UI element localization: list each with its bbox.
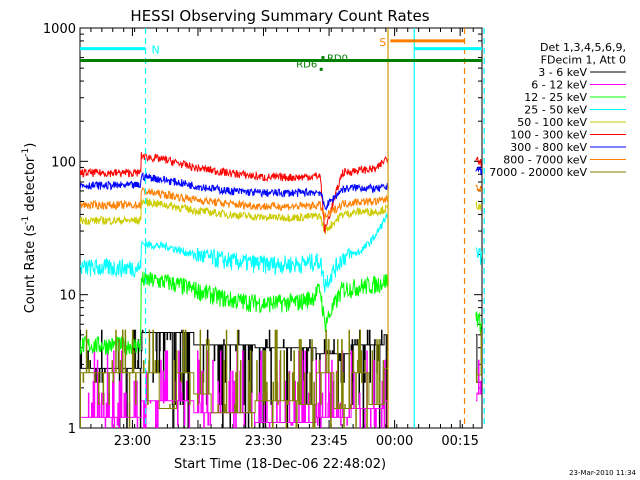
x-tick-label: 23:15	[179, 434, 216, 449]
y-tick-label: 100	[51, 155, 76, 170]
annotation-point-label: RD0	[327, 54, 348, 65]
series-line-8	[80, 329, 482, 428]
y-axis-label-part: )	[23, 143, 38, 148]
y-tick-label: 1000	[43, 22, 76, 37]
y-axis-label-exponent: -1	[21, 148, 31, 157]
annotation-bar-label: S	[379, 36, 386, 49]
legend-label: 12 - 25 keV	[524, 91, 587, 104]
y-tick-label: 1	[68, 422, 76, 437]
annotation-bar-label: N	[152, 44, 160, 57]
legend-label: 6 - 12 keV	[531, 79, 587, 92]
annotation-point	[321, 56, 325, 60]
timestamp: 23-Mar-2010 11:34	[569, 469, 636, 477]
plot-frame	[79, 27, 483, 429]
y-tick-label: 10	[59, 289, 76, 304]
legend-label: 800 - 7000 keV	[503, 154, 587, 167]
annotation-point	[319, 67, 323, 71]
chart-title: HESSI Observing Summary Count Rates	[130, 7, 429, 25]
x-axis-label: Start Time (18-Dec-06 22:48:02)	[174, 457, 386, 472]
legend-label: 50 - 100 keV	[517, 116, 587, 129]
series-line-6	[80, 166, 482, 211]
series-line-7	[80, 184, 482, 220]
x-tick-label: 23:45	[310, 434, 347, 449]
x-tick-label: 23:30	[245, 434, 282, 449]
x-tick-label: 00:15	[441, 434, 478, 449]
y-axis-label-part: Count Rate (s	[23, 225, 38, 314]
series-line-3	[80, 212, 482, 293]
series-line-5	[80, 152, 482, 233]
y-axis-label-part: detector	[23, 156, 38, 216]
x-tick-label: 23:00	[114, 434, 151, 449]
plot-series-group	[80, 152, 482, 428]
series-line-4	[80, 197, 482, 235]
legend-label: 25 - 50 keV	[524, 104, 587, 117]
legend-header-line: Det 1,3,4,5,6,9,	[540, 41, 626, 54]
y-axis-label: Count Rate (s-1 detector-1)	[21, 143, 38, 314]
legend-label: 300 - 800 keV	[510, 141, 587, 154]
legend-header-line: FDecim 1, Att 0	[541, 54, 626, 67]
series-line-2	[80, 271, 482, 356]
legend-label: 3 - 6 keV	[538, 66, 587, 79]
x-tick-label: 00:00	[376, 434, 413, 449]
y-axis-label-exponent: -1	[21, 216, 31, 225]
annotation-point-label: RD6	[296, 59, 317, 70]
legend-label: 7000 - 20000 keV	[489, 166, 587, 179]
legend-label: 100 - 300 keV	[510, 129, 587, 142]
plot-area: 1 10 100 1000 23:00 23:15 23:30 23:45 00:00 00:15…	[43, 22, 485, 449]
